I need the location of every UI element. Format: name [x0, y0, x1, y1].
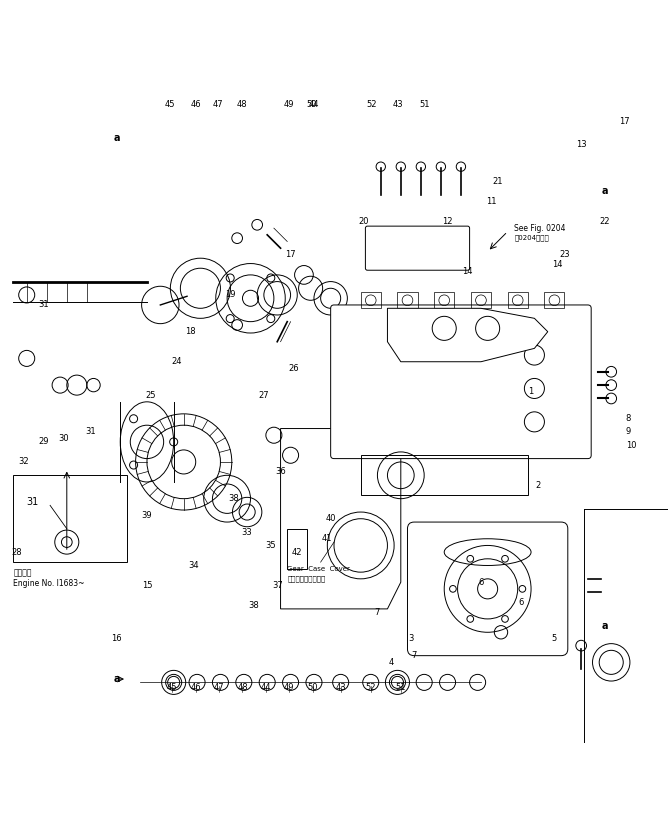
Text: 15: 15: [142, 581, 152, 590]
Text: 43: 43: [335, 683, 346, 692]
Polygon shape: [281, 429, 401, 609]
Bar: [287, 529, 307, 569]
Text: 16: 16: [112, 635, 122, 644]
Text: 10: 10: [626, 440, 637, 449]
Text: 48: 48: [236, 100, 247, 109]
Text: 8: 8: [625, 414, 631, 423]
Text: 49: 49: [284, 683, 295, 692]
Bar: [397, 292, 418, 308]
Text: 6: 6: [478, 578, 484, 587]
Text: 36: 36: [275, 467, 286, 476]
Bar: [508, 292, 528, 308]
Text: 25: 25: [145, 391, 156, 400]
Circle shape: [19, 287, 35, 303]
FancyBboxPatch shape: [365, 226, 470, 270]
Text: 40: 40: [325, 514, 336, 523]
Text: a: a: [601, 186, 608, 196]
Text: 第0204図参照: 第0204図参照: [514, 234, 549, 242]
Text: a: a: [114, 133, 120, 143]
Text: a: a: [114, 674, 120, 684]
Text: 46: 46: [190, 100, 201, 109]
FancyBboxPatch shape: [407, 522, 568, 656]
Text: 41: 41: [322, 534, 333, 543]
Text: 38: 38: [248, 601, 259, 610]
Text: 14: 14: [552, 261, 563, 270]
Bar: [434, 292, 454, 308]
Text: 51: 51: [395, 683, 406, 692]
Bar: [361, 292, 381, 308]
Text: 26: 26: [289, 364, 299, 373]
Text: 49: 49: [283, 100, 294, 109]
Text: 9: 9: [625, 427, 631, 436]
Text: 30: 30: [58, 434, 69, 443]
Bar: [361, 455, 528, 495]
Polygon shape: [387, 308, 548, 362]
Text: 21: 21: [492, 176, 503, 186]
Text: 47: 47: [214, 683, 224, 692]
Text: 52: 52: [365, 683, 376, 692]
Text: 18: 18: [185, 327, 196, 336]
Text: 45: 45: [165, 100, 176, 109]
Text: 37: 37: [272, 581, 283, 590]
Text: 3: 3: [408, 635, 413, 644]
Text: 20: 20: [359, 217, 369, 226]
Bar: [471, 292, 491, 308]
FancyBboxPatch shape: [331, 305, 591, 458]
Text: 22: 22: [599, 217, 610, 226]
Text: 6: 6: [518, 598, 524, 607]
Text: 32: 32: [18, 458, 29, 467]
Text: 50: 50: [307, 683, 318, 692]
Text: 47: 47: [213, 100, 224, 109]
Text: 11: 11: [486, 197, 496, 206]
Text: 52: 52: [367, 100, 377, 109]
Text: 7: 7: [375, 608, 380, 617]
Text: a: a: [601, 621, 608, 631]
Text: 12: 12: [442, 217, 453, 226]
Text: 23: 23: [559, 250, 570, 259]
Text: 適用号機: 適用号機: [13, 569, 32, 578]
Text: 50: 50: [307, 100, 317, 109]
Bar: [13, 475, 127, 562]
Text: 31: 31: [38, 301, 49, 310]
Text: ギヤーケースカバー: ギヤーケースカバー: [287, 575, 325, 583]
Text: 43: 43: [392, 100, 403, 109]
Text: 44: 44: [309, 100, 319, 109]
Text: 19: 19: [225, 290, 236, 300]
Text: 39: 39: [142, 511, 152, 520]
Text: 5: 5: [552, 635, 557, 644]
Text: 44: 44: [261, 683, 271, 692]
Text: 51: 51: [419, 100, 430, 109]
Text: Engine No. I1683~: Engine No. I1683~: [13, 578, 85, 588]
Text: 24: 24: [172, 357, 182, 366]
Text: 17: 17: [285, 250, 296, 259]
Text: 46: 46: [190, 683, 201, 692]
Text: 2: 2: [535, 481, 540, 490]
Text: Gear  Case  Cover: Gear Case Cover: [287, 566, 350, 572]
Text: 34: 34: [188, 561, 199, 570]
Text: 27: 27: [259, 391, 269, 400]
Text: 38: 38: [228, 494, 239, 503]
Text: See Fig. 0204: See Fig. 0204: [514, 224, 566, 233]
Text: 7: 7: [411, 651, 417, 660]
Text: 13: 13: [576, 141, 587, 150]
Text: 4: 4: [388, 658, 393, 667]
Text: 35: 35: [265, 541, 276, 550]
Text: 28: 28: [11, 547, 22, 556]
Text: 42: 42: [292, 547, 303, 556]
Bar: [544, 292, 564, 308]
Text: 29: 29: [38, 437, 49, 446]
Text: 31: 31: [27, 497, 39, 507]
Text: 31: 31: [85, 427, 96, 436]
Text: 1: 1: [528, 387, 534, 396]
Text: 14: 14: [462, 267, 473, 276]
Text: 45: 45: [167, 683, 178, 692]
Text: 17: 17: [619, 117, 630, 126]
Text: 33: 33: [242, 528, 253, 537]
Text: 48: 48: [237, 683, 248, 692]
